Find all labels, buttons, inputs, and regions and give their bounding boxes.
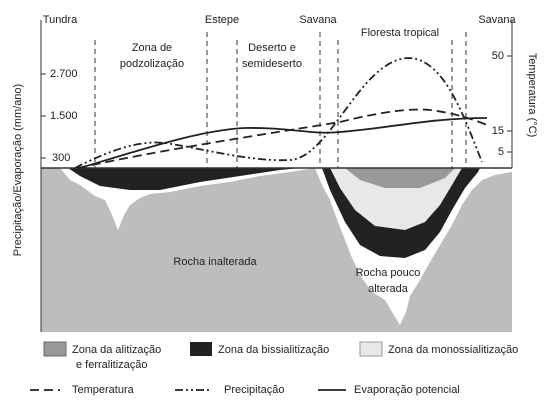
right-axis-label: Temperatura (°C) [526,53,538,137]
right-tick-label: 5 [498,146,504,158]
legend-label: Precipitação [224,384,285,396]
alitization [345,168,455,188]
region-label: Zona de [132,42,172,54]
legend-label: Zona da bissialitização [218,344,329,356]
zone-label: Savana [478,14,516,26]
rock-label: Rocha inalterada [173,256,257,268]
left-axis-label: Precipitação/Evaporação (mm/ano) [12,84,24,256]
bisialitization-left [68,168,300,190]
right-ticks [507,55,512,153]
zone-label: Estepe [205,14,239,26]
legend-swatch [359,341,383,357]
right-tick-label: 50 [492,50,504,62]
region-label: podzolização [120,58,184,70]
rock-label: Rocha pouco [356,267,421,279]
legend-label: Zona da monossialitização [388,344,518,356]
temperature-curve [77,108,488,169]
rock-label: alterada [368,283,409,295]
left-tick-label: 1.500 [50,110,78,122]
right-tick-label: 15 [492,125,504,137]
zone-dividers [94,32,467,168]
zone-label: Savana [299,14,337,26]
legend-label: Temperatura [72,384,135,396]
left-tick-label: 2.700 [50,68,78,80]
legend-swatch [43,341,67,357]
legend-label: e ferralitização [76,359,148,371]
precipitation-curve [74,57,483,169]
zone-label: Tundra [43,14,78,26]
legend-swatch [190,342,212,356]
zone-label: Floresta tropical [361,27,439,39]
legend-label: Zona da alitização [72,344,161,356]
region-label: semideserto [242,58,302,70]
evaporation-curve [79,117,488,169]
region-label: Deserto e [248,42,296,54]
legend-label: Evaporação potencial [354,384,460,396]
left-ticks [41,73,46,159]
left-tick-label: 300 [52,152,70,164]
